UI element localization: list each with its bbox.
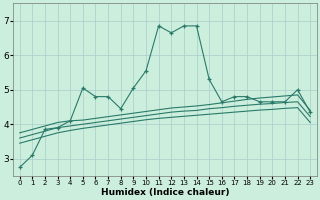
X-axis label: Humidex (Indice chaleur): Humidex (Indice chaleur) (101, 188, 229, 197)
